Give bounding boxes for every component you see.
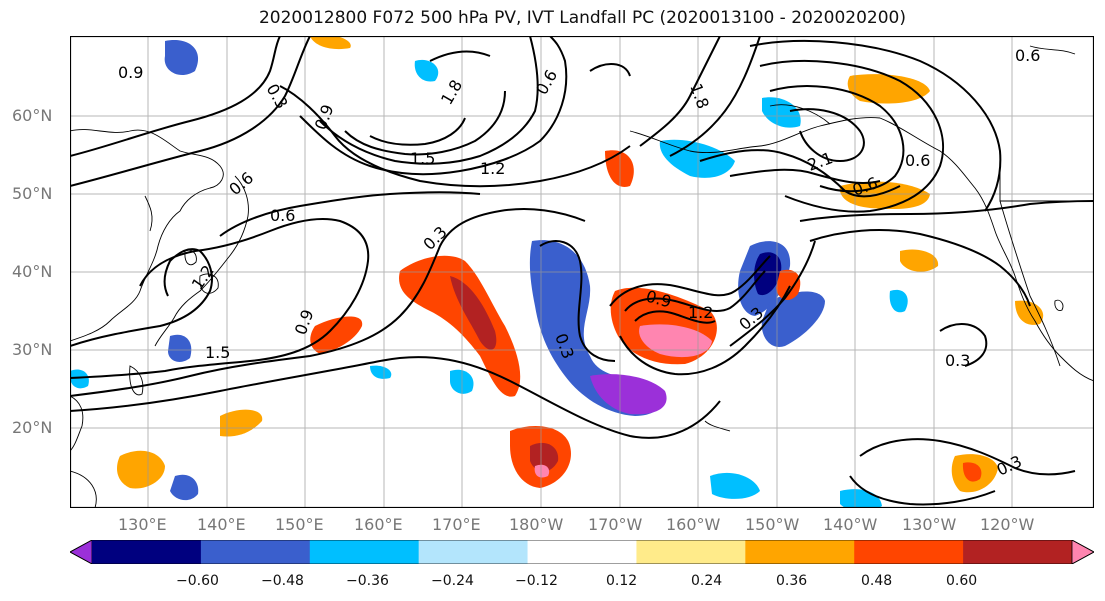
pv-contours xyxy=(70,36,1094,506)
colorbar-segment xyxy=(309,540,420,564)
contour-label: 1.2 xyxy=(688,303,713,322)
contour-label: 1.5 xyxy=(410,149,435,168)
lon-label: 170°W xyxy=(588,515,643,534)
lon-label: 170°E xyxy=(432,515,481,534)
colorbar-tick-label: −0.48 xyxy=(261,573,304,589)
colorbar-segment xyxy=(963,540,1073,564)
colorbar-segment xyxy=(854,540,964,564)
lon-label: 120°W xyxy=(980,515,1035,534)
lat-label: 40°N xyxy=(12,262,53,281)
contour-label: 0.6 xyxy=(1015,46,1040,65)
lat-label: 30°N xyxy=(12,340,53,359)
colorbar-extend-high xyxy=(1071,540,1094,564)
colorbar-segment xyxy=(92,540,202,564)
lon-label: 140°E xyxy=(197,515,246,534)
lon-label: 150°W xyxy=(745,515,800,534)
colorbar-extend-low xyxy=(70,540,93,564)
colorbar xyxy=(70,540,1094,564)
colorbar-tick-label: −0.24 xyxy=(431,573,474,589)
map-title: 2020012800 F072 500 hPa PV, IVT Landfall… xyxy=(258,8,906,28)
colorbar-tick-label: 0.24 xyxy=(691,573,723,589)
lon-label: 160°W xyxy=(666,515,721,534)
lat-label: 20°N xyxy=(12,418,53,437)
contour-label: 0.6 xyxy=(905,151,930,170)
colorbar-segment xyxy=(636,540,746,564)
contour-label: 1.2 xyxy=(480,159,505,178)
map-panel: 0.9 0.3 1.8 1.5 1.2 0.9 0.6 0.6 1.2 1.5 … xyxy=(70,36,1094,508)
coastlines xyxy=(70,45,1094,508)
lat-label: 60°N xyxy=(12,106,53,125)
colorbar-tick-label: −0.36 xyxy=(346,573,389,589)
lon-label: 130°E xyxy=(118,515,167,534)
colorbar-tick-label: 0.60 xyxy=(946,573,978,589)
lat-label: 50°N xyxy=(12,184,53,203)
lon-label: 140°W xyxy=(823,515,878,534)
colorbar-tick-label: 0.12 xyxy=(606,573,638,589)
colorbar-tick-label: 0.48 xyxy=(861,573,893,589)
contour-label: 0.9 xyxy=(118,63,143,82)
lon-label: 130°W xyxy=(902,515,957,534)
colorbar-tick-label: −0.12 xyxy=(515,573,558,589)
colorbar-segment xyxy=(527,540,637,564)
colorbar-segment xyxy=(418,540,529,564)
lon-label: 160°E xyxy=(354,515,403,534)
colorbar-tick-label: 0.36 xyxy=(776,573,808,589)
colorbar-segment xyxy=(200,540,311,564)
map-frame xyxy=(70,36,1094,508)
shaded-anomalies xyxy=(70,36,1044,508)
colorbar-segment xyxy=(745,540,855,564)
contour-label: 0.6 xyxy=(270,206,295,225)
colorbar-tick-label: −0.60 xyxy=(176,573,219,589)
contour-label: 1.5 xyxy=(205,343,230,362)
lon-label: 150°E xyxy=(275,515,324,534)
contour-label: 0.3 xyxy=(945,351,970,370)
lon-label: 180°W xyxy=(509,515,564,534)
graticule xyxy=(70,36,1094,508)
